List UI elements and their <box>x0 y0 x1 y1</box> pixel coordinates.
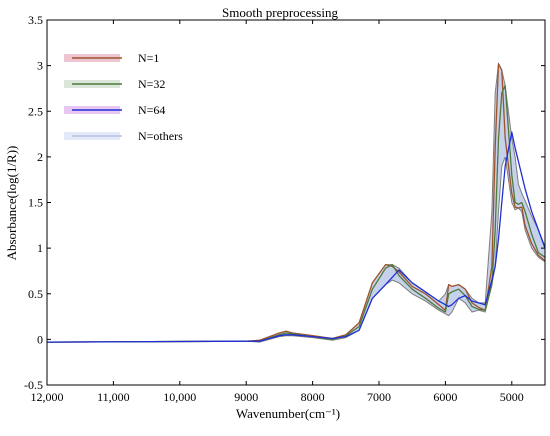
x-axis-label: Wavenumber(cm⁻¹) <box>236 406 340 421</box>
legend-label: N=64 <box>138 103 165 117</box>
y-tick-label: 1 <box>37 241 43 255</box>
x-tick-label: 6000 <box>433 390 457 404</box>
x-tick-label: 9000 <box>234 390 258 404</box>
x-tick-label: 7000 <box>367 390 391 404</box>
legend-label: N=32 <box>138 77 165 91</box>
axes: -0.5 0 0.5 1 1.5 2 2.5 3 3.5 12,000 11,000 10,000 90… <box>24 13 546 404</box>
x-tick-label: 11,000 <box>97 390 130 404</box>
legend: N=1 N=32 N=64 N=others <box>64 51 183 143</box>
legend-label: N=others <box>138 129 183 143</box>
y-tick-label: 3.5 <box>28 13 43 27</box>
x-tick-label: 12,000 <box>31 390 64 404</box>
y-tick-label: 0.5 <box>28 287 43 301</box>
x-tick-label: 8000 <box>301 390 325 404</box>
plot-frame <box>46 19 546 386</box>
x-tick-label: 10,000 <box>163 390 196 404</box>
y-tick-label: 0 <box>37 332 43 346</box>
y-tick-label: -0.5 <box>24 378 43 392</box>
plot-content <box>47 62 545 343</box>
y-tick-label: 2.5 <box>28 104 43 118</box>
plot-area <box>47 62 545 343</box>
y-tick-label: 3 <box>37 59 43 73</box>
x-tick-label: 5000 <box>500 390 524 404</box>
y-axis-label: Absorbance(log(1/R)) <box>4 146 19 261</box>
series-band-others <box>47 62 545 343</box>
y-tick-label: 2 <box>37 150 43 164</box>
y-tick-label: 1.5 <box>28 196 43 210</box>
chart-title: Smooth preprocessing <box>222 5 338 20</box>
legend-label: N=1 <box>138 51 159 65</box>
series-line-1 <box>47 63 545 343</box>
series-line-2 <box>47 85 545 343</box>
series-line-3 <box>47 131 545 343</box>
